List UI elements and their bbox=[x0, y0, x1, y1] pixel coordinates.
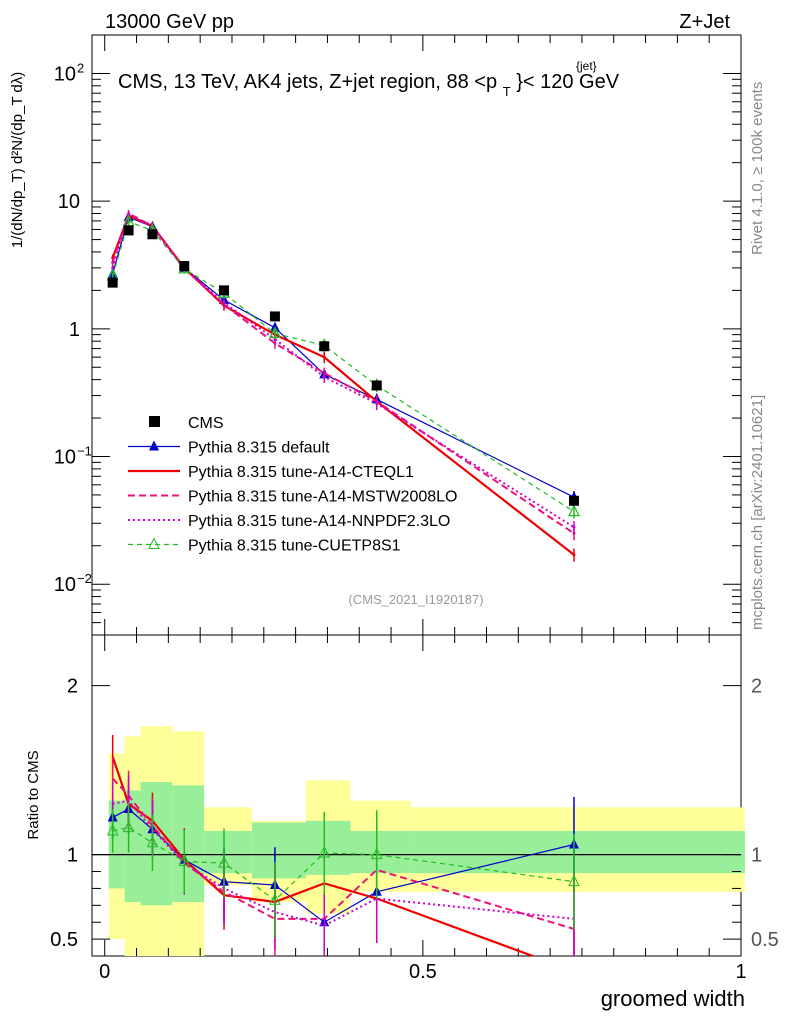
data-point bbox=[568, 504, 580, 517]
plot-title-end: }< 120 GeV bbox=[516, 71, 620, 93]
series-line bbox=[112, 220, 575, 513]
ratio-point bbox=[218, 855, 230, 868]
cms-data-point bbox=[179, 261, 190, 272]
ratio-axis-ticks: 0.5 0.51 12 20 0.5 1 bbox=[50, 635, 779, 983]
plot-title: CMS, 13 TeV, AK4 jets, Z+jet region, 88 … bbox=[118, 71, 620, 101]
legend-entry-1: Pythia 8.315 default bbox=[128, 440, 330, 457]
ratio-y-tick-label-right: 0.5 bbox=[751, 929, 779, 951]
cms-data-point bbox=[371, 380, 382, 391]
legend-entry-0: CMS bbox=[149, 415, 224, 432]
y-tick-label: 10 bbox=[54, 574, 76, 596]
y-tick-label-exp: −2 bbox=[77, 571, 92, 586]
cms-data-point bbox=[107, 277, 118, 288]
legend-label: Pythia 8.315 tune-A14-NNPDF2.3LO bbox=[188, 513, 450, 530]
ratio-y-axis-label: Ratio to CMS bbox=[25, 750, 42, 839]
ratio-band-green bbox=[350, 830, 411, 874]
series-line bbox=[111, 212, 575, 535]
ratio-point bbox=[122, 820, 135, 833]
plot-title-sub: T bbox=[503, 84, 511, 99]
legend-entry-5: Pythia 8.315 tune-CUETP8S1 bbox=[128, 537, 401, 555]
x-tick-label: 0 bbox=[99, 961, 110, 983]
ratio-uncertainty-bands bbox=[92, 726, 745, 956]
y-tick-label-exp: 2 bbox=[77, 60, 84, 75]
legend-label: CMS bbox=[188, 415, 224, 432]
legend-label: Pythia 8.315 default bbox=[188, 440, 330, 457]
data-point bbox=[572, 553, 576, 557]
legend-entry-4: Pythia 8.315 tune-A14-NNPDF2.3LO bbox=[128, 513, 450, 530]
plot-title-main: CMS, 13 TeV, AK4 jets, Z+jet region, 88 … bbox=[118, 71, 497, 93]
x-axis-label: groomed width bbox=[601, 986, 745, 1011]
cms-data-point bbox=[568, 495, 579, 506]
process-label: Z+Jet bbox=[679, 11, 730, 33]
legend-marker bbox=[149, 440, 159, 451]
data-point bbox=[268, 326, 281, 339]
legend-entry-2: Pythia 8.315 tune-A14-CTEQL1 bbox=[128, 464, 414, 481]
cms-data-point bbox=[147, 229, 158, 240]
main-y-axis-label: 1/(dN/dp_T) d²N/(dp_T dλ) bbox=[9, 72, 26, 248]
ratio-y-tick-label-right: 1 bbox=[751, 845, 762, 867]
ratio-point bbox=[318, 845, 331, 858]
legend-label: Pythia 8.315 tune-A14-MSTW2008LO bbox=[188, 489, 457, 506]
data-point bbox=[322, 375, 326, 379]
data-point bbox=[375, 402, 379, 406]
y-tick-label: 10 bbox=[58, 191, 80, 213]
series-1 bbox=[107, 211, 579, 505]
data-point bbox=[572, 525, 576, 529]
x-tick-label: 1 bbox=[735, 961, 746, 983]
ratio-band-green bbox=[172, 785, 205, 902]
ratio-point bbox=[146, 835, 159, 848]
ratio-point bbox=[568, 874, 580, 887]
ratio-point bbox=[370, 847, 383, 860]
ratio-y-tick-label-right: 2 bbox=[751, 676, 762, 698]
ratio-y-tick-label: 0.5 bbox=[50, 929, 78, 951]
series-line bbox=[112, 216, 575, 498]
data-point bbox=[111, 261, 115, 265]
series-cms bbox=[107, 225, 579, 506]
legend-marker bbox=[148, 537, 160, 549]
cms-data-point bbox=[319, 341, 330, 352]
ratio-point bbox=[269, 893, 281, 905]
legend: CMS Pythia 8.315 default Pythia 8.315 tune… bbox=[128, 415, 457, 555]
plot-title-sup: {jet} bbox=[576, 59, 597, 73]
ratio-series-layer bbox=[106, 735, 580, 956]
ratio-y-tick-label: 2 bbox=[67, 676, 78, 698]
legend-label: Pythia 8.315 tune-A14-CTEQL1 bbox=[188, 464, 414, 481]
rivet-side-label: Rivet 4.1.0, ≥ 100k events bbox=[749, 82, 766, 255]
cms-data-point bbox=[123, 225, 134, 236]
ratio-point bbox=[178, 854, 191, 866]
ratio-band-green bbox=[410, 830, 745, 874]
ratio-plot-frame bbox=[91, 634, 742, 957]
main-series-layer bbox=[106, 209, 580, 562]
data-point bbox=[111, 266, 115, 270]
ratio-series-4 bbox=[106, 802, 580, 939]
ratio-y-tick-label: 1 bbox=[67, 845, 78, 867]
y-tick-label: 10 bbox=[54, 447, 76, 469]
ratio-band-green bbox=[305, 820, 351, 875]
cms-data-point bbox=[219, 285, 230, 296]
y-tick-label: 10 bbox=[54, 63, 76, 85]
y-tick-label-exp: −1 bbox=[77, 444, 92, 459]
ratio-panel: 0.5 0.51 12 20 0.5 1 Ratio to CMS groomed wid… bbox=[25, 634, 779, 1011]
legend-label: Pythia 8.315 tune-CUETP8S1 bbox=[188, 538, 401, 555]
energy-label: 13000 GeV pp bbox=[105, 11, 234, 33]
analysis-id: (CMS_2021_I1920187) bbox=[348, 592, 483, 607]
mcplots-side-label: mcplots.cern.ch [arXiv:2401.10621] bbox=[749, 395, 766, 630]
ratio-point bbox=[106, 823, 119, 836]
data-point bbox=[322, 355, 326, 359]
x-tick-label: 0.5 bbox=[409, 961, 437, 983]
data-point bbox=[222, 301, 226, 305]
legend-marker bbox=[149, 416, 160, 427]
y-tick-label: 1 bbox=[69, 319, 80, 341]
legend-entry-3: Pythia 8.315 tune-A14-MSTW2008LO bbox=[128, 489, 457, 506]
ratio-band-green bbox=[251, 822, 306, 879]
ratio-band-green bbox=[108, 800, 125, 889]
cms-data-point bbox=[269, 311, 280, 322]
